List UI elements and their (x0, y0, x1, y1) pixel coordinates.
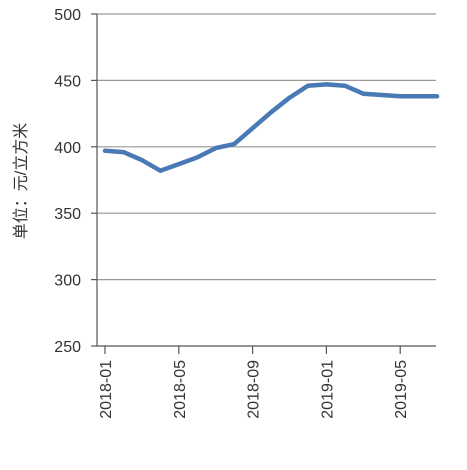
x-tick-labels: 2018-01 2018-05 2018-09 2019-01 2019-05 (98, 360, 410, 419)
y-tick-label-250: 250 (54, 339, 81, 356)
axes (91, 13, 436, 354)
x-tick-label-2018-09: 2018-09 (246, 360, 263, 419)
y-axis-title: 单位：元/立方米 (12, 123, 30, 239)
x-tick-label-2019-01: 2019-01 (319, 360, 336, 419)
series-line-0 (102, 82, 440, 173)
y-tick-label-300: 300 (54, 273, 81, 290)
x-tick-label-2018-01: 2018-01 (98, 360, 115, 419)
series-lines (102, 82, 440, 173)
y-tick-label-400: 400 (54, 140, 81, 157)
y-tick-label-450: 450 (54, 73, 81, 90)
y-tick-labels: 250 300 350 400 450 500 (54, 7, 81, 356)
grid-lines (97, 13, 436, 281)
y-tick-label-500: 500 (54, 7, 81, 24)
y-tick-label-350: 350 (54, 206, 81, 223)
x-tick-label-2018-05: 2018-05 (172, 360, 189, 419)
x-tick-label-2019-05: 2019-05 (393, 360, 410, 419)
